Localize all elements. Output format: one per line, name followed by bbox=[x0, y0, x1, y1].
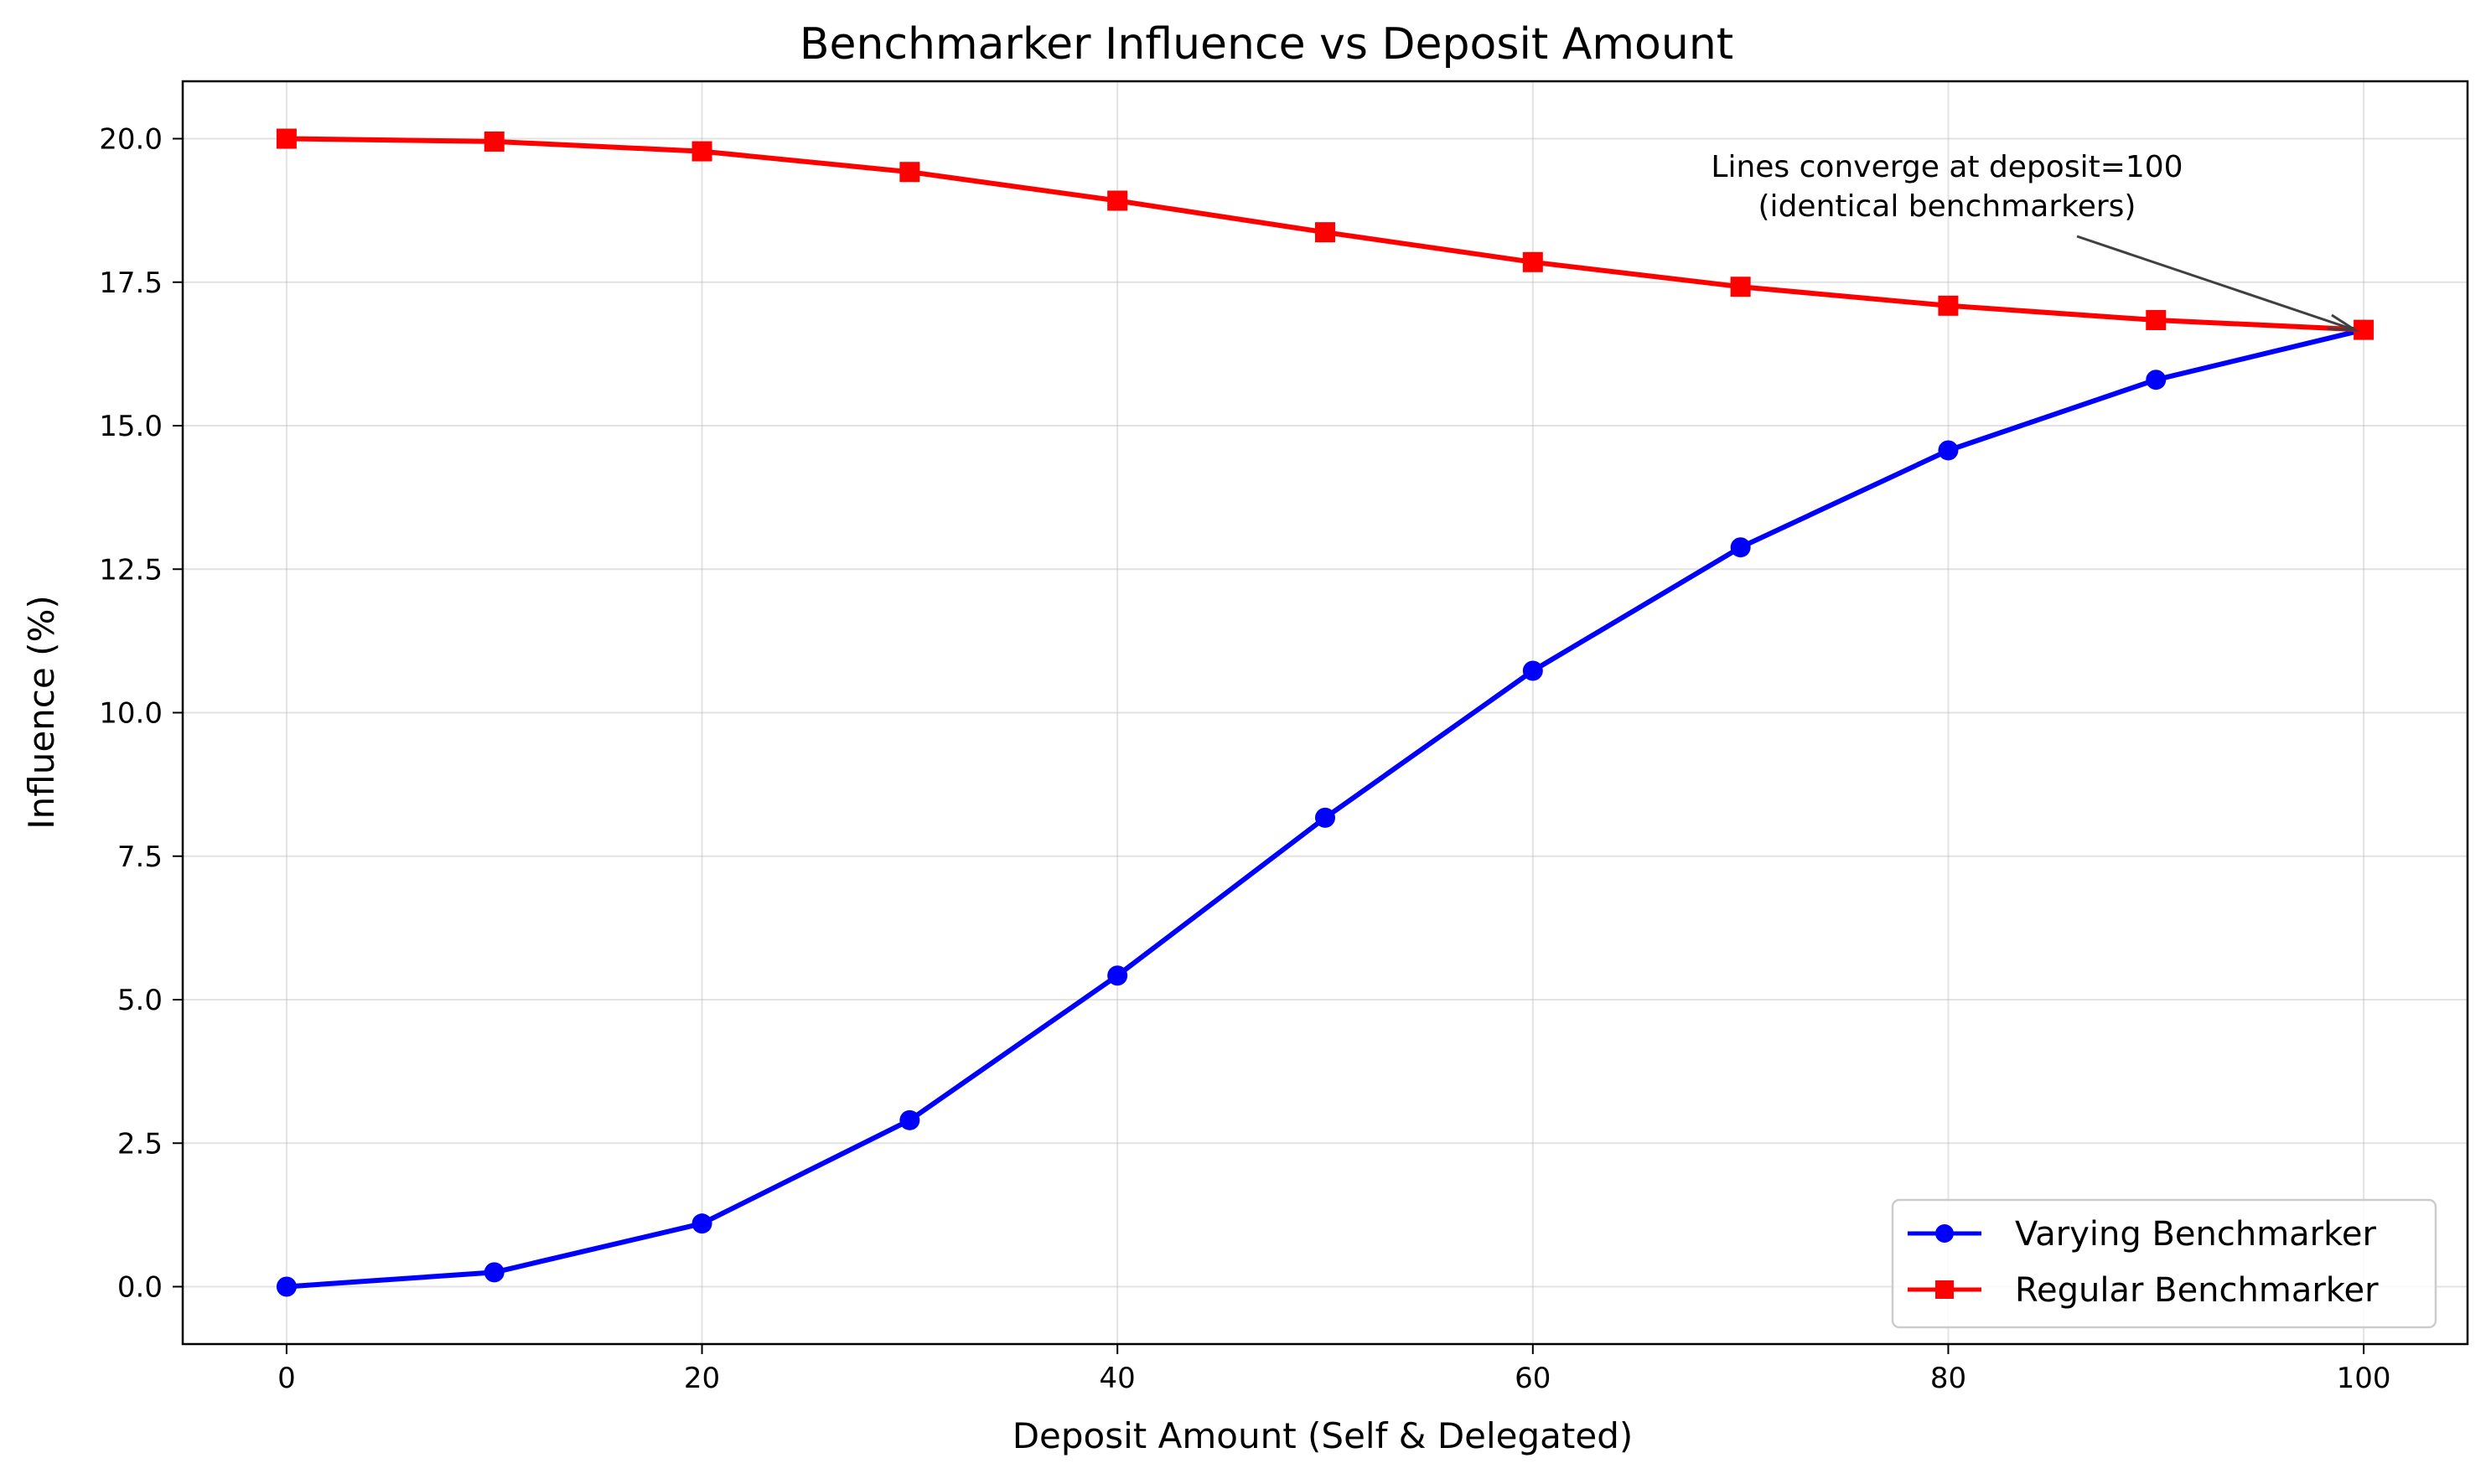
legend-marker-varying bbox=[1935, 1224, 1954, 1243]
legend-label-regular: Regular Benchmarker bbox=[2015, 1271, 2379, 1310]
y-tick-label: 17.5 bbox=[99, 266, 163, 300]
y-axis-ticks: 0.0 2.5 5.0 7.5 10.0 12.5 15.0 17.5 20.0 bbox=[99, 123, 183, 1305]
data-point bbox=[2146, 370, 2167, 390]
legend-box bbox=[1891, 1198, 2437, 1329]
x-axis-label: Deposit Amount (Self & Delegated) bbox=[1012, 1415, 1634, 1456]
data-point bbox=[484, 1262, 505, 1283]
data-point bbox=[691, 141, 712, 162]
data-point bbox=[1938, 295, 1959, 316]
data-point bbox=[1938, 440, 1959, 461]
x-tick-label: 60 bbox=[1515, 1362, 1551, 1395]
data-point bbox=[1730, 537, 1751, 558]
data-point bbox=[276, 1276, 297, 1297]
axes-frame bbox=[181, 80, 2469, 1346]
x-tick-label: 100 bbox=[2337, 1362, 2391, 1395]
data-point bbox=[691, 1213, 712, 1234]
y-tick-label: 10.0 bbox=[99, 697, 163, 731]
data-point bbox=[484, 131, 505, 152]
chart-title: Benchmarker Influence vs Deposit Amount bbox=[800, 19, 1733, 70]
legend: Varying Benchmarker Regular Benchmarker bbox=[1891, 1198, 2437, 1329]
y-tick-label: 5.0 bbox=[117, 984, 163, 1017]
data-point bbox=[1315, 807, 1335, 828]
data-point bbox=[899, 1109, 920, 1130]
y-tick-label: 15.0 bbox=[99, 410, 163, 443]
x-axis-ticks: 0 20 40 60 80 100 bbox=[277, 1344, 2391, 1395]
y-tick-label: 2.5 bbox=[117, 1127, 163, 1161]
data-point bbox=[276, 128, 297, 149]
data-point bbox=[1730, 277, 1751, 297]
data-point bbox=[1522, 251, 1543, 272]
legend-label-varying: Varying Benchmarker bbox=[2015, 1215, 2376, 1254]
x-tick-label: 40 bbox=[1100, 1362, 1136, 1395]
legend-marker-regular bbox=[1935, 1280, 1954, 1299]
annotation-arrow bbox=[2076, 235, 2356, 332]
data-point bbox=[1315, 222, 1335, 243]
data-point bbox=[1107, 190, 1128, 211]
x-tick-label: 80 bbox=[1930, 1362, 1966, 1395]
y-tick-label: 0.0 bbox=[117, 1271, 163, 1305]
y-tick-label: 7.5 bbox=[117, 840, 163, 874]
y-tick-label: 12.5 bbox=[99, 553, 163, 587]
data-point bbox=[1522, 660, 1543, 681]
grid-lines bbox=[183, 81, 2468, 1344]
x-tick-label: 0 bbox=[277, 1362, 296, 1395]
y-tick-label: 20.0 bbox=[99, 123, 163, 157]
x-tick-label: 20 bbox=[684, 1362, 720, 1395]
data-point bbox=[1107, 965, 1128, 986]
annotation-line-2: (identical benchmarkers) bbox=[1758, 189, 2136, 224]
series-layer bbox=[276, 128, 2374, 1297]
data-point bbox=[2146, 309, 2167, 330]
data-point bbox=[899, 162, 920, 183]
y-axis-label: Influence (%) bbox=[21, 595, 62, 830]
annotation-line-1: Lines converge at deposit=100 bbox=[1711, 150, 2183, 184]
annotation-arrow-head bbox=[2327, 313, 2360, 332]
annotation: Lines converge at deposit=100 (identical… bbox=[1711, 150, 2360, 332]
